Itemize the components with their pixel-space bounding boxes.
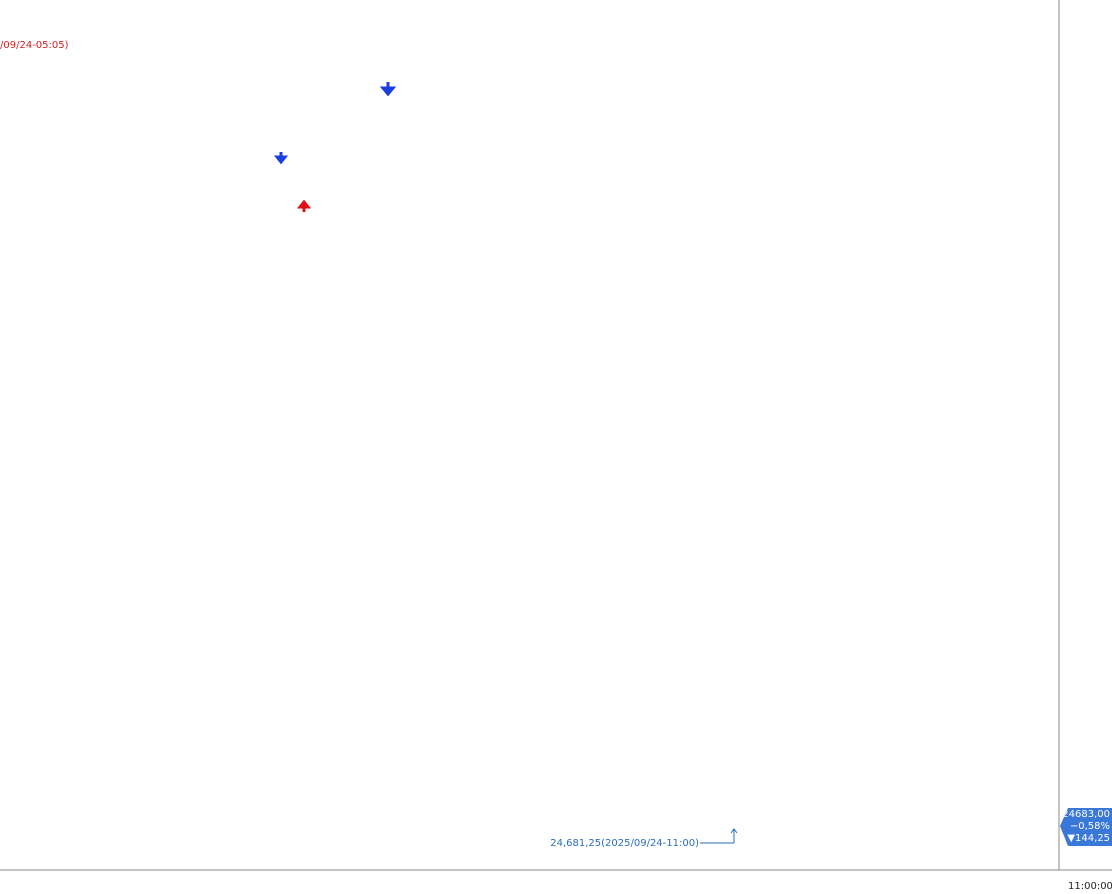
last-change-percent: −0,58% (1070, 821, 1110, 832)
last-price-box (1060, 808, 1112, 846)
annotation: 24,681,25(2025/09/24-11:00) (550, 838, 699, 849)
current-time-label: 11:00:00 (1068, 881, 1112, 892)
last-change: ▼144,25 (1067, 833, 1110, 844)
signal-arrow (273, 152, 289, 165)
annotation-leader (730, 828, 738, 843)
chart-title: /09/24-05:05) (0, 40, 69, 51)
signal-arrow (379, 82, 397, 97)
last-price: 24683,00 (1062, 809, 1110, 820)
signal-arrow (296, 199, 312, 212)
